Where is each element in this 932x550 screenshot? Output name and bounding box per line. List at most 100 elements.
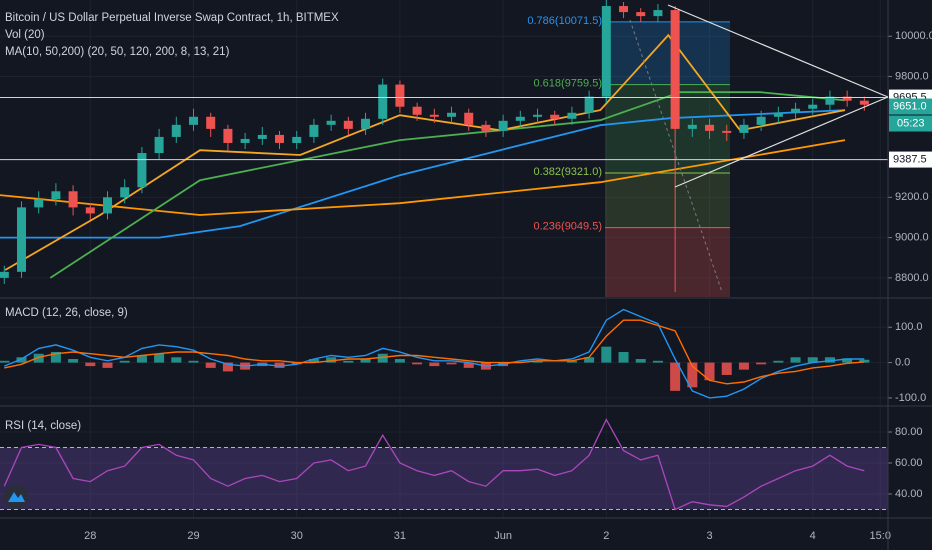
histogram-bar bbox=[360, 359, 371, 363]
histogram-bar bbox=[756, 362, 767, 365]
histogram-bar bbox=[136, 355, 147, 363]
histogram-bar bbox=[824, 357, 835, 363]
candle-body bbox=[773, 112, 783, 117]
histogram-bar bbox=[50, 351, 61, 363]
chart-title: Bitcoin / US Dollar Perpetual Inverse Sw… bbox=[5, 12, 339, 24]
candle-body bbox=[722, 130, 732, 133]
histogram-bar bbox=[0, 360, 10, 363]
histogram-bar bbox=[635, 359, 646, 363]
moving-average bbox=[4, 33, 846, 271]
x-tick-label: 28 bbox=[84, 530, 96, 542]
histogram-bar bbox=[687, 362, 698, 388]
candle-body bbox=[68, 191, 78, 208]
ma-label: MA(10, 50,200) (20, 50, 120, 200, 8, 13,… bbox=[5, 46, 230, 58]
candle-body bbox=[515, 116, 525, 121]
countdown-box bbox=[889, 115, 932, 132]
candle-body bbox=[636, 12, 646, 17]
rsi-line bbox=[3, 418, 865, 511]
histogram-bar bbox=[859, 359, 870, 363]
histogram-bar bbox=[326, 357, 337, 363]
countdown-label: 05:23 bbox=[897, 117, 925, 129]
price-label: 9387.5 bbox=[893, 153, 927, 165]
candle-body bbox=[687, 124, 697, 129]
candle-body bbox=[550, 114, 560, 119]
candle-body bbox=[34, 199, 44, 208]
histogram-bar bbox=[721, 362, 732, 375]
histogram-bar bbox=[807, 357, 818, 363]
trendline bbox=[674, 96, 889, 188]
fib-zone bbox=[605, 172, 730, 228]
candle-body bbox=[791, 108, 801, 113]
candle-body bbox=[326, 120, 336, 125]
y-tick-label: 40.00 bbox=[895, 488, 923, 500]
x-tick-label: Jun bbox=[494, 530, 512, 542]
y-tick-label: 60.00 bbox=[895, 457, 923, 469]
candle-body bbox=[309, 124, 319, 137]
candle-body bbox=[343, 120, 353, 129]
candle-body bbox=[257, 134, 267, 139]
last-price-box bbox=[889, 98, 932, 115]
candle-body bbox=[584, 96, 594, 113]
fib-label: 0.382(9321.0) bbox=[534, 166, 603, 178]
candle-body bbox=[85, 207, 95, 214]
y-tick-label: 9000.0 bbox=[895, 232, 929, 244]
histogram-bar bbox=[618, 351, 629, 363]
y-tick-label: 80.00 bbox=[895, 426, 923, 438]
candle-body bbox=[498, 120, 508, 131]
histogram-bar bbox=[85, 362, 96, 367]
candle-body bbox=[361, 118, 371, 129]
candle-body bbox=[705, 124, 715, 131]
histogram-bar bbox=[790, 357, 801, 363]
rsi-title: RSI (14, close) bbox=[5, 420, 81, 432]
logo-icon[interactable] bbox=[8, 492, 25, 502]
histogram-bar bbox=[429, 362, 440, 367]
histogram-bar bbox=[68, 359, 79, 363]
histogram-bar bbox=[446, 362, 457, 365]
candle-body bbox=[825, 96, 835, 105]
moving-average bbox=[0, 139, 846, 216]
x-tick-label: 15:0 bbox=[870, 530, 891, 542]
histogram-bar bbox=[16, 357, 27, 363]
x-tick-label: 3 bbox=[706, 530, 712, 542]
fib-label: 0.618(9759.5) bbox=[534, 78, 603, 90]
histogram-bar bbox=[652, 360, 663, 363]
candle-body bbox=[481, 124, 491, 131]
histogram-bar bbox=[377, 353, 388, 363]
candle-body bbox=[412, 106, 422, 115]
candle-body bbox=[447, 112, 457, 117]
x-tick-label: 4 bbox=[810, 530, 816, 542]
histogram-bar bbox=[394, 359, 405, 363]
x-tick-label: 2 bbox=[603, 530, 609, 542]
candle-body bbox=[51, 191, 61, 200]
candle-body bbox=[292, 136, 302, 143]
candle-body bbox=[206, 116, 216, 129]
candle-body bbox=[739, 124, 749, 133]
candle-body bbox=[619, 6, 629, 13]
histogram-bar bbox=[532, 360, 543, 363]
x-tick-label: 31 bbox=[394, 530, 406, 542]
trendline bbox=[667, 4, 889, 98]
histogram-bar bbox=[704, 362, 715, 381]
y-tick-label: 9200.0 bbox=[895, 191, 929, 203]
histogram-bar bbox=[412, 362, 423, 365]
moving-average bbox=[0, 109, 846, 239]
histogram-bar bbox=[601, 346, 612, 363]
candle-body bbox=[120, 187, 130, 198]
histogram-bar bbox=[463, 362, 474, 368]
candle-body bbox=[189, 116, 199, 125]
y-tick-label: 10000.0 bbox=[895, 30, 932, 42]
histogram-bar bbox=[291, 362, 302, 365]
fib-zone bbox=[605, 21, 730, 85]
logo[interactable] bbox=[4, 485, 28, 509]
x-tick-label: 29 bbox=[187, 530, 199, 542]
candle-body bbox=[859, 100, 869, 105]
candle-body bbox=[567, 112, 577, 119]
histogram-bar bbox=[343, 360, 354, 363]
candle-body bbox=[223, 128, 233, 143]
volume-label: Vol (20) bbox=[5, 29, 45, 41]
histogram-bar bbox=[584, 357, 595, 363]
fib-zone bbox=[605, 227, 730, 297]
candle-body bbox=[378, 84, 388, 119]
histogram-bar bbox=[188, 360, 199, 363]
